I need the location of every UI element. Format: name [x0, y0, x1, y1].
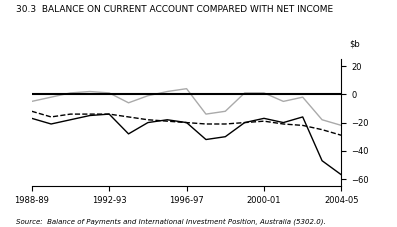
Net income [87, 113, 92, 116]
Balance on current account [165, 118, 170, 121]
Balance on goods and services [145, 94, 150, 97]
Net income [126, 116, 131, 118]
Net income [184, 121, 189, 124]
Net income [223, 123, 228, 125]
Net income [107, 113, 112, 116]
Net income [68, 113, 73, 116]
Balance on goods and services [262, 91, 266, 94]
Balance on goods and services [204, 113, 208, 116]
Balance on current account [29, 117, 34, 120]
Balance on current account [145, 121, 150, 124]
Balance on goods and services [320, 118, 324, 121]
Text: 30.3  BALANCE ON CURRENT ACCOUNT COMPARED WITH NET INCOME: 30.3 BALANCE ON CURRENT ACCOUNT COMPARED… [16, 5, 333, 14]
Balance on goods and services [107, 91, 112, 94]
Balance on current account [68, 118, 73, 121]
Balance on goods and services [281, 100, 286, 103]
Balance on current account [301, 116, 305, 118]
Net income [49, 116, 54, 118]
Balance on current account [281, 121, 286, 124]
Balance on current account [107, 113, 112, 116]
Balance on goods and services [49, 96, 54, 99]
Net income [320, 128, 324, 131]
Balance on current account [184, 121, 189, 124]
Text: Source:  Balance of Payments and International Investment Position, Australia (5: Source: Balance of Payments and Internat… [16, 218, 326, 225]
Balance on goods and services [223, 110, 228, 113]
Text: $b: $b [349, 40, 360, 49]
Net income [145, 118, 150, 121]
Balance on current account [87, 114, 92, 117]
Net income [262, 120, 266, 123]
Balance on current account [262, 117, 266, 120]
Balance on goods and services [184, 87, 189, 90]
Net income [301, 124, 305, 127]
Balance on goods and services [68, 91, 73, 94]
Net income [242, 121, 247, 124]
Net income [281, 123, 286, 125]
Balance on current account [204, 138, 208, 141]
Balance on current account [49, 123, 54, 125]
Balance on current account [339, 173, 344, 176]
Balance on current account [320, 159, 324, 162]
Line: Balance on current account: Balance on current account [32, 114, 341, 175]
Net income [339, 134, 344, 137]
Balance on goods and services [29, 100, 34, 103]
Balance on current account [126, 133, 131, 135]
Balance on goods and services [301, 96, 305, 99]
Balance on goods and services [165, 90, 170, 93]
Net income [204, 123, 208, 125]
Net income [29, 110, 34, 113]
Balance on goods and services [126, 101, 131, 104]
Balance on goods and services [339, 124, 344, 127]
Line: Balance on goods and services: Balance on goods and services [32, 89, 341, 125]
Balance on current account [223, 135, 228, 138]
Net income [165, 120, 170, 123]
Balance on current account [242, 121, 247, 124]
Balance on goods and services [242, 91, 247, 94]
Line: Net income: Net income [32, 111, 341, 135]
Balance on goods and services [87, 90, 92, 93]
